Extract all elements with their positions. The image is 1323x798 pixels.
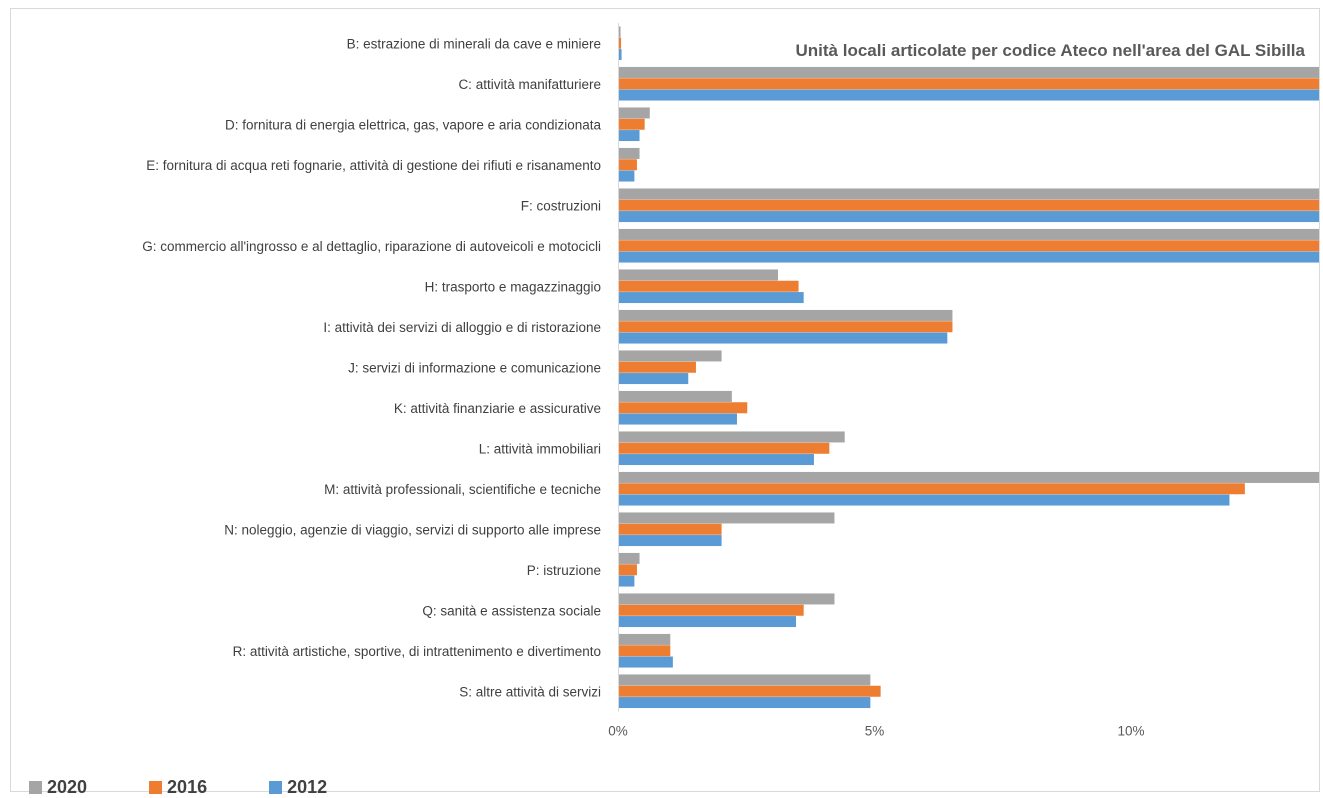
category-label: N: noleggio, agenzie di viaggio, servizi… [224,522,601,537]
bar-2012-l [619,454,814,466]
bar-2016-n [619,523,722,535]
bar-2012-c [619,89,1319,101]
bar-2020-q [619,593,835,605]
bar-2020-g [619,228,1319,240]
bar-2012-g [619,251,1319,263]
bar-2020-b [619,26,621,38]
chart-frame: B: estrazione di minerali da cave e mini… [10,8,1320,797]
bar-2016-d [619,118,645,130]
category-label: M: attività professionali, scientifiche … [324,482,601,497]
bar-2020-s [619,674,871,686]
bar-2016-c [619,78,1319,90]
legend-item-2016: 2016 [149,777,207,798]
category-label: L: attività immobiliari [479,441,601,456]
bar-2012-n [619,535,722,547]
bar-2016-l [619,442,830,454]
bar-2020-j [619,350,722,362]
bar-2016-s [619,685,881,697]
legend-item-2012: 2012 [269,777,327,798]
bar-2016-k [619,402,748,414]
category-label: C: attività manifatturiere [458,77,601,92]
chart-title: Unità locali articolate per codice Ateco… [795,41,1306,60]
legend: 2020 2016 2012 [29,777,327,798]
legend-swatch-2020 [29,781,42,794]
bar-2016-h [619,280,799,292]
bar-2020-e [619,147,640,159]
category-label: I: attività dei servizi di alloggio e di… [323,320,601,335]
bar-2012-j [619,373,689,385]
bar-2020-r [619,633,671,645]
legend-item-2020: 2020 [29,777,87,798]
legend-swatch-2016 [149,781,163,794]
bar-2012-i [619,332,948,344]
bar-2012-e [619,170,635,182]
category-label: D: fornitura di energia elettrica, gas, … [225,117,601,132]
bar-2020-n [619,512,835,524]
x-tick-label: 10% [1117,724,1144,739]
bar-2016-f [619,199,1319,211]
x-tick-label: 5% [865,724,885,739]
bar-2020-i [619,309,953,321]
bar-2012-s [619,697,871,709]
bar-2012-h [619,292,804,304]
legend-label-2020: 2020 [47,777,88,797]
category-label: B: estrazione di minerali da cave e mini… [347,36,601,51]
bar-2012-b [619,49,622,61]
bar-2020-c [619,66,1319,78]
bar-2016-i [619,321,953,333]
bar-2020-h [619,269,779,281]
bar-2012-d [619,130,640,142]
legend-label-2016: 2016 [167,777,208,797]
bar-2020-k [619,390,732,402]
category-label: S: altre attività di servizi [459,684,601,699]
bar-2016-m [619,483,1245,495]
bar-2020-m [619,471,1319,483]
bar-2012-p [619,575,635,587]
bar-2020-p [619,552,640,564]
category-label: K: attività finanziarie e assicurative [394,401,601,416]
x-tick-label: 0% [608,724,628,739]
bar-2016-p [619,564,637,576]
category-label: H: trasporto e magazzinaggio [425,279,601,294]
category-label: J: servizi di informazione e comunicazio… [348,360,601,375]
category-label: R: attività artistiche, sportive, di int… [233,644,601,659]
bar-2016-b [619,37,622,49]
category-label: E: fornitura di acqua reti fognarie, att… [146,158,601,173]
bar-2016-q [619,604,804,616]
bar-2016-e [619,159,637,171]
bar-2012-m [619,494,1230,506]
category-label: P: istruzione [527,563,601,578]
category-label: Q: sanità e assistenza sociale [422,603,601,618]
bar-2020-l [619,431,845,443]
category-label: G: commercio all'ingrosso e al dettaglio… [142,239,601,254]
bar-2012-r [619,656,673,668]
bar-2012-k [619,413,737,425]
category-label: F: costruzioni [521,198,601,213]
legend-label-2012: 2012 [287,777,328,797]
bar-2012-f [619,211,1319,223]
bar-2016-j [619,361,696,373]
bar-2020-f [619,188,1319,200]
bar-chart: B: estrazione di minerali da cave e mini… [142,23,1319,739]
bar-2016-r [619,645,671,657]
bar-2016-g [619,240,1319,252]
bar-2012-q [619,616,796,628]
bar-2020-d [619,107,650,119]
legend-swatch-2012 [269,781,283,794]
